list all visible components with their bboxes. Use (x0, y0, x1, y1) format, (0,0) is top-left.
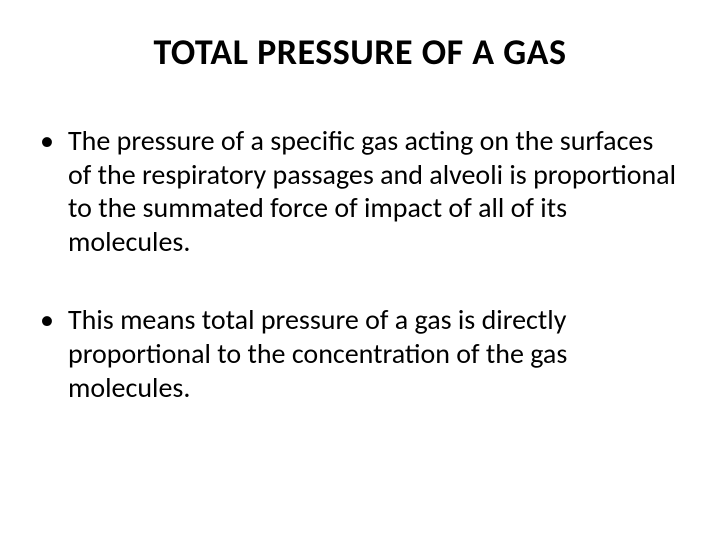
bullet-item: This means total pressure of a gas is di… (40, 303, 680, 404)
slide: TOTAL PRESSURE OF A GAS The pressure of … (0, 0, 720, 540)
bullet-item: The pressure of a specific gas acting on… (40, 124, 680, 258)
slide-title: TOTAL PRESSURE OF A GAS (40, 30, 680, 74)
bullet-list: The pressure of a specific gas acting on… (40, 124, 680, 404)
